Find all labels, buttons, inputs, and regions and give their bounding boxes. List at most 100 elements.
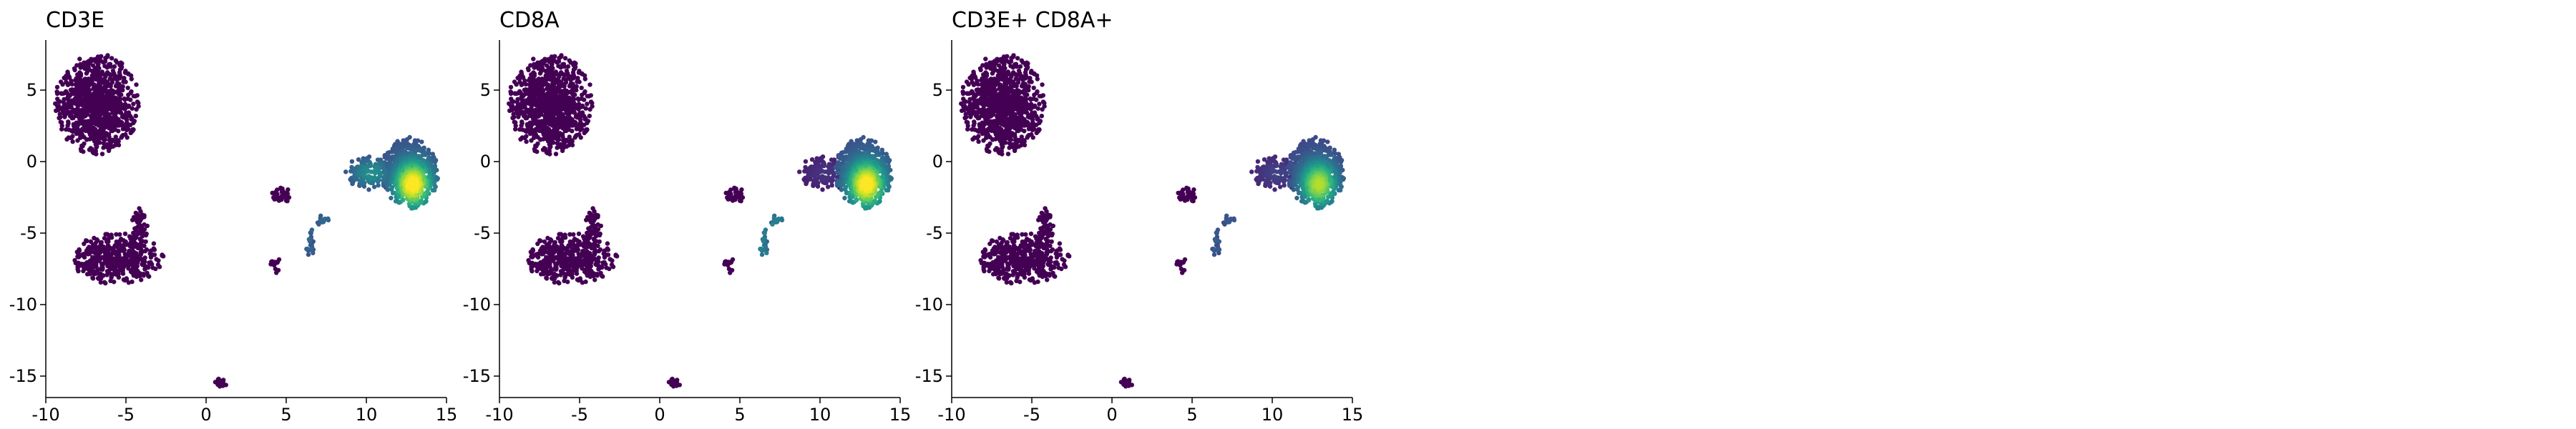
scatter-point	[309, 227, 315, 232]
scatter-points	[507, 53, 894, 389]
scatter-point	[114, 250, 119, 256]
scatter-point	[87, 96, 92, 101]
scatter-point	[79, 107, 84, 112]
scatter-point	[552, 267, 557, 272]
scatter-point	[567, 58, 572, 63]
scatter-point	[561, 145, 566, 150]
scatter-point	[593, 249, 598, 254]
scatter-point	[142, 213, 147, 218]
scatter-point	[279, 194, 285, 199]
scatter-point	[512, 91, 518, 97]
scatter-point	[525, 66, 531, 72]
scatter-point	[273, 266, 278, 272]
scatter-point	[120, 123, 125, 128]
scatter-point	[93, 111, 98, 117]
scatter-point	[567, 74, 572, 79]
scatter-point	[551, 128, 556, 133]
scatter-point	[116, 247, 121, 252]
scatter-point	[343, 169, 348, 174]
scatter-point	[726, 266, 732, 272]
scatter-point	[97, 99, 103, 104]
scatter-point	[95, 134, 100, 139]
scatter-point	[588, 220, 594, 225]
scatter-point	[55, 104, 60, 109]
scatter-point	[557, 280, 562, 286]
scatter-point	[568, 107, 573, 112]
scatter-point	[609, 262, 615, 267]
scatter-point	[100, 245, 105, 250]
scatter-point	[820, 187, 825, 192]
scatter-point	[575, 277, 580, 282]
scatter-point	[595, 213, 600, 218]
scatter-point	[604, 265, 609, 270]
scatter-point	[77, 120, 82, 125]
scatter-point	[400, 197, 405, 202]
scatter-point	[562, 94, 567, 99]
scatter-point	[873, 139, 878, 144]
scatter-point	[82, 134, 87, 139]
scatter-point	[106, 243, 111, 248]
scatter-point	[551, 82, 557, 87]
scatter-point	[118, 62, 123, 67]
scatter-point	[147, 274, 152, 279]
scatter-point	[144, 247, 150, 252]
scatter-point	[104, 79, 109, 84]
scatter-point	[540, 79, 546, 84]
scatter-point	[737, 193, 742, 198]
scatter-point	[82, 252, 87, 257]
scatter-point	[562, 72, 567, 77]
scatter-point	[572, 135, 577, 140]
scatter-point	[981, 138, 986, 143]
scatter-point	[122, 231, 128, 237]
scatter-point	[283, 193, 288, 198]
scatter-point	[82, 77, 88, 82]
scatter-point	[95, 67, 100, 72]
scatter-point	[69, 78, 74, 84]
scatter-point	[103, 232, 108, 237]
scatter-point	[113, 58, 118, 63]
scatter-point	[677, 383, 682, 388]
scatter-point	[535, 134, 540, 139]
scatter-point	[803, 159, 809, 164]
scatter-point	[152, 252, 157, 257]
scatter-point	[102, 64, 107, 69]
scatter-point	[547, 138, 552, 144]
scatter-point	[864, 177, 869, 183]
scatter-point	[97, 94, 102, 99]
scatter-point	[600, 274, 605, 279]
scatter-point	[123, 132, 128, 137]
scatter-point	[112, 64, 117, 69]
scatter-point	[136, 100, 141, 106]
x-tick-label: 5	[734, 405, 745, 425]
scatter-point	[602, 260, 607, 265]
scatter-point	[100, 110, 106, 116]
scatter-point	[110, 272, 115, 277]
scatter-point	[97, 128, 102, 133]
scatter-point	[67, 74, 72, 79]
scatter-point	[587, 114, 592, 119]
scatter-point	[54, 84, 60, 90]
scatter-point	[71, 122, 77, 127]
scatter-point	[572, 237, 577, 242]
scatter-point	[56, 99, 62, 104]
scatter-point	[535, 241, 540, 247]
scatter-point	[134, 82, 139, 87]
scatter-point	[82, 261, 88, 267]
scatter-point	[107, 145, 112, 150]
scatter-point	[556, 107, 561, 112]
scatter-point	[564, 137, 569, 142]
scatter-point	[605, 247, 611, 252]
scatter-point	[764, 250, 769, 255]
scatter-point	[560, 243, 565, 248]
scatter-point	[546, 58, 552, 63]
scatter-point	[72, 108, 77, 113]
scatter-point	[557, 79, 562, 84]
scatter-point	[534, 144, 539, 149]
scatter-point	[591, 273, 596, 279]
scatter-point	[92, 117, 97, 123]
scatter-points	[53, 53, 440, 389]
scatter-point	[511, 112, 516, 117]
y-tick-label: -5	[474, 223, 491, 243]
scatter-point	[79, 148, 84, 153]
